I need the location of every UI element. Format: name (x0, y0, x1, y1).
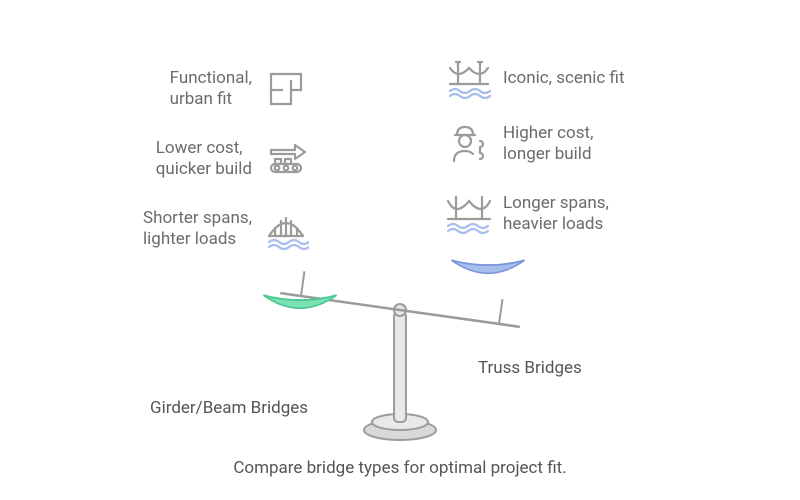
floorplan-icon (262, 65, 310, 113)
construction-worker-icon (445, 120, 493, 168)
left-item-2: Lower cost, quicker build (156, 135, 310, 183)
left-item-1: Functional, urban fit (170, 65, 310, 113)
balance-scale (0, 0, 800, 500)
right-item-1: Iconic, scenic fit (445, 55, 625, 103)
left-item-3-text: Shorter spans, lighter loads (143, 208, 252, 251)
left-item-3: Shorter spans, lighter loads (143, 205, 310, 253)
arch-bridge-icon (262, 205, 310, 253)
right-pan (443, 257, 533, 283)
left-item-2-text: Lower cost, quicker build (156, 138, 252, 181)
right-item-3: Longer spans, heavier loads (445, 190, 609, 238)
right-item-3-text: Longer spans, heavier loads (503, 193, 609, 236)
left-pan (255, 292, 345, 318)
caption: Compare bridge types for optimal project… (0, 458, 800, 478)
right-item-2: Higher cost, longer build (445, 120, 593, 168)
right-item-2-text: Higher cost, longer build (503, 123, 593, 166)
left-side-label: Girder/Beam Bridges (150, 398, 308, 418)
right-side-label: Truss Bridges (478, 358, 582, 378)
left-item-1-text: Functional, urban fit (170, 68, 252, 111)
infographic-stage: Functional, urban fit Lower cost, quicke… (0, 0, 800, 500)
suspension-bridge-icon (445, 55, 493, 103)
long-span-bridge-icon (445, 190, 493, 238)
right-item-1-text: Iconic, scenic fit (503, 68, 625, 89)
conveyor-arrow-icon (262, 135, 310, 183)
